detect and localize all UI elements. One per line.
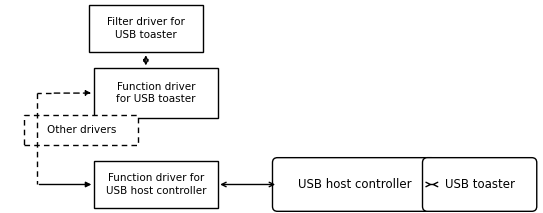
Text: USB toaster: USB toaster — [445, 178, 515, 191]
FancyBboxPatch shape — [273, 158, 437, 211]
FancyBboxPatch shape — [24, 115, 138, 145]
FancyBboxPatch shape — [89, 5, 203, 52]
FancyBboxPatch shape — [93, 68, 218, 118]
Text: USB host controller: USB host controller — [298, 178, 411, 191]
Text: Function driver
for USB toaster: Function driver for USB toaster — [116, 82, 195, 105]
FancyBboxPatch shape — [422, 158, 537, 211]
Text: Filter driver for
USB toaster: Filter driver for USB toaster — [107, 17, 185, 40]
Text: Other drivers: Other drivers — [47, 125, 116, 135]
FancyBboxPatch shape — [93, 161, 218, 208]
Text: Function driver for
USB host controller: Function driver for USB host controller — [105, 173, 206, 196]
